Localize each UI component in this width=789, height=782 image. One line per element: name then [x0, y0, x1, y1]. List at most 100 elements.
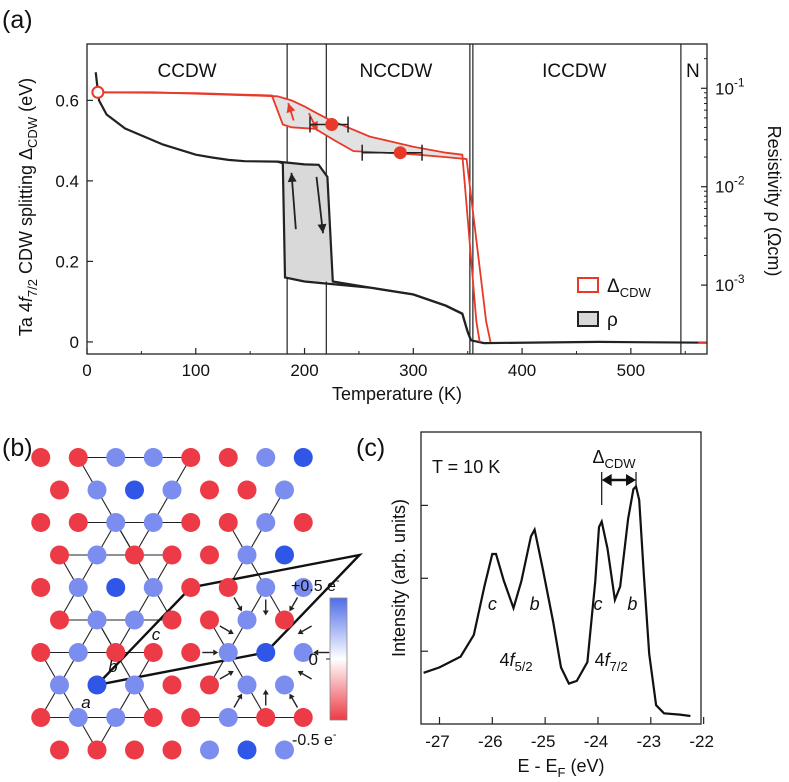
panel-c: (c) -27 -26 -25 -24 -23 -22 E - EF (eV) Intensit…: [356, 431, 714, 780]
displacement-arrow: [291, 697, 299, 708]
displacement-arrow-head: [289, 693, 295, 700]
y-axis-title: Intensity (arb. units): [389, 499, 409, 657]
atom-c: [256, 708, 276, 727]
peak-label: b: [530, 594, 540, 614]
displacement-arrow: [291, 597, 299, 608]
displacement-arrow: [233, 697, 241, 708]
y2-tick-label: 10-1: [715, 75, 745, 98]
atom-b: [125, 610, 144, 630]
atom-c: [293, 708, 313, 727]
atom-c: [237, 480, 257, 500]
atom-b: [106, 448, 126, 467]
atom-b: [68, 708, 88, 727]
delta-cdw-point: [91, 85, 105, 99]
y2-axis-title: Resistivity ρ (Ωcm): [764, 126, 784, 277]
atom-c: [181, 708, 201, 727]
atom-c: [31, 448, 51, 467]
atom-b: [106, 708, 126, 727]
atom-b: [256, 513, 276, 532]
atom-b: [218, 708, 238, 727]
atom-b: [68, 578, 88, 597]
displacement-arrow-head: [236, 693, 243, 700]
atom-c: [50, 740, 69, 760]
atom-c: [181, 513, 201, 532]
displacement-arrow-head: [227, 670, 234, 677]
panel-a: (a) CCDW NCCDW ICCDW N ΔCDW ρ 0 100 200 300 400 500 T…: [2, 6, 784, 404]
atom-c: [106, 643, 126, 662]
x-tick-label: 0: [82, 361, 91, 380]
triangle-bond: [115, 554, 173, 653]
atom-b: [237, 675, 257, 695]
triangle-bond: [59, 554, 117, 653]
spectrum-line: [423, 484, 691, 718]
delta-hysteresis-fill: [271, 95, 467, 160]
atom-b: [275, 740, 294, 760]
atom-b: [162, 480, 182, 500]
displacement-arrow-head: [289, 605, 295, 612]
panel-a-frame: [86, 43, 708, 355]
x-tick-label: 100: [182, 361, 210, 380]
atom-center: [293, 448, 313, 467]
x-tick-label: -23: [637, 732, 662, 751]
atom-c: [31, 708, 51, 727]
colorbar-zero-label: 0: [309, 650, 318, 669]
atom-b: [68, 643, 88, 662]
atom-center: [275, 545, 294, 565]
atom-c: [31, 513, 51, 532]
legend-swatch: [577, 277, 599, 293]
x-tick-label: -24: [584, 732, 609, 751]
site-label-c: c: [152, 625, 161, 644]
atom-b: [256, 578, 276, 597]
phase-label: CCDW: [158, 61, 217, 82]
triangle-bond: [134, 457, 192, 556]
x-tick-label: 400: [508, 361, 536, 380]
legend-label: ΔCDW: [607, 276, 651, 300]
atom-c: [181, 448, 201, 467]
orbital-group-label: 4f5/2: [500, 650, 533, 674]
delta-cdw-point: [393, 146, 407, 160]
x-axis-title: E - EF (eV): [518, 756, 605, 780]
legend-label: ρ: [607, 310, 618, 331]
atom-c: [200, 675, 219, 695]
site-label-a: a: [81, 693, 90, 712]
atom-c: [200, 545, 219, 565]
atom-c: [50, 610, 69, 630]
atom-c: [162, 610, 182, 630]
heating-arrow-delta-head: [309, 120, 318, 131]
x-tick-label: 500: [617, 361, 645, 380]
panel-a-label: (a): [2, 6, 33, 34]
peak-label: b: [627, 594, 637, 614]
x-tick-label: 300: [399, 361, 427, 380]
atom-c: [143, 708, 163, 727]
atom-b: [256, 448, 276, 467]
atom-c: [218, 513, 238, 532]
displacement-arrow-head: [227, 628, 234, 635]
triangle-bond: [209, 587, 267, 686]
atom-center: [237, 740, 257, 760]
atom-b: [143, 513, 163, 532]
cooling-arrow-delta-head: [286, 103, 296, 114]
displacement-arrow-head: [262, 610, 269, 616]
splitting-arrow-head: [626, 474, 637, 486]
orbital-group-label: 4f7/2: [595, 650, 628, 674]
atom-b: [237, 610, 257, 630]
triangle-bond: [40, 652, 98, 751]
atom-c: [218, 578, 238, 597]
atom-c: [50, 480, 69, 500]
atom-b: [275, 675, 294, 695]
atom-b: [50, 675, 69, 695]
lattice-bonds: [40, 456, 304, 751]
splitting-label: ΔCDW: [592, 447, 636, 471]
displacement-arrow-head: [213, 649, 219, 656]
displacement-arrow: [219, 672, 230, 680]
phase-label: NCCDW: [359, 61, 432, 82]
phase-label: N: [686, 61, 700, 82]
triangle-bond: [209, 619, 267, 718]
atom-c: [68, 448, 88, 467]
legend-swatch: [577, 311, 599, 327]
atom-b: [106, 513, 126, 532]
atom-center: [125, 480, 144, 500]
displacement-arrow-head: [297, 670, 304, 677]
atom-b: [87, 545, 107, 565]
y-tick-label: 0.6: [55, 91, 79, 110]
